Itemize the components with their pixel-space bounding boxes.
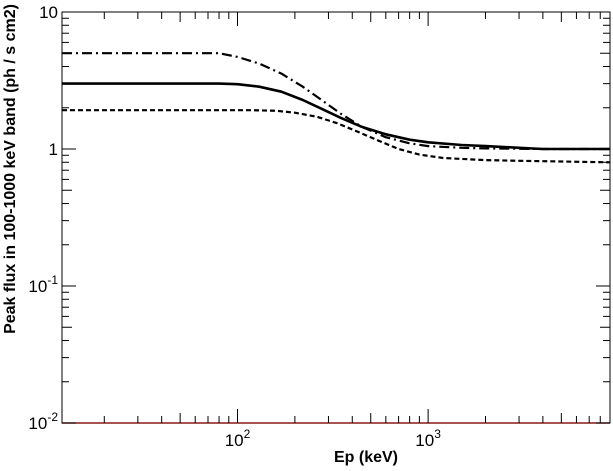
plot-frame xyxy=(61,11,611,424)
y-tick-label: 10 xyxy=(39,3,58,22)
x-axis-title: Ep (keV) xyxy=(334,449,398,466)
y-tick-label: 1 xyxy=(49,140,58,159)
y-tick-label: 10-1 xyxy=(28,273,58,296)
x-tick-label: 102 xyxy=(225,427,251,450)
series-line-dashed xyxy=(62,109,611,164)
y-axis-title: Peak flux in 100-1000 keV band (ph / s c… xyxy=(2,4,19,334)
series-line-solid xyxy=(62,82,610,151)
plot-area: 102 103 10-2 10-1 1 10 xyxy=(28,3,611,450)
series-line-dashdot xyxy=(62,52,610,151)
x-tick-label: 103 xyxy=(415,427,441,450)
y-tick-label: 10-2 xyxy=(28,410,58,433)
